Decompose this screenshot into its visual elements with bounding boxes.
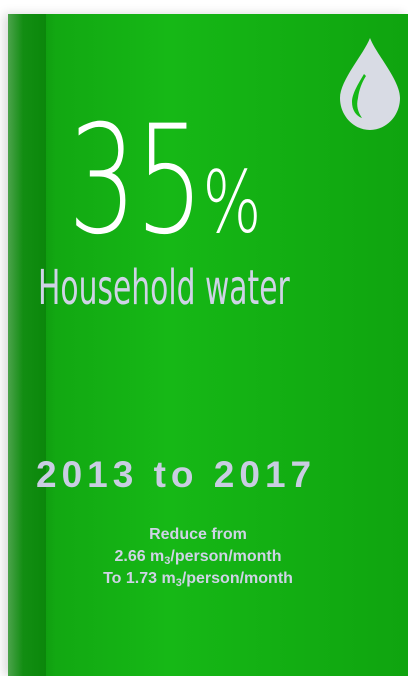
reduction-details: Reduce from 2.66 m3/person/month To 1.73… (48, 524, 348, 590)
headline-number: 35 (68, 94, 204, 268)
headline-percentage: 35% (68, 106, 261, 256)
details-line-3: To 1.73 m3/person/month (103, 570, 293, 589)
percent-sign: % (202, 153, 262, 253)
water-drop-icon (340, 38, 400, 130)
details-line-2: 2.66 m3/person/month (114, 548, 282, 567)
infographic-card: 35% Household water 2013 to 2017 Reduce … (8, 14, 408, 676)
details-line-1: Reduce from (149, 526, 247, 543)
left-accent-band (8, 14, 46, 676)
period-label: 2013 to 2017 (36, 454, 317, 495)
headline-subtitle: Household water (38, 260, 290, 316)
